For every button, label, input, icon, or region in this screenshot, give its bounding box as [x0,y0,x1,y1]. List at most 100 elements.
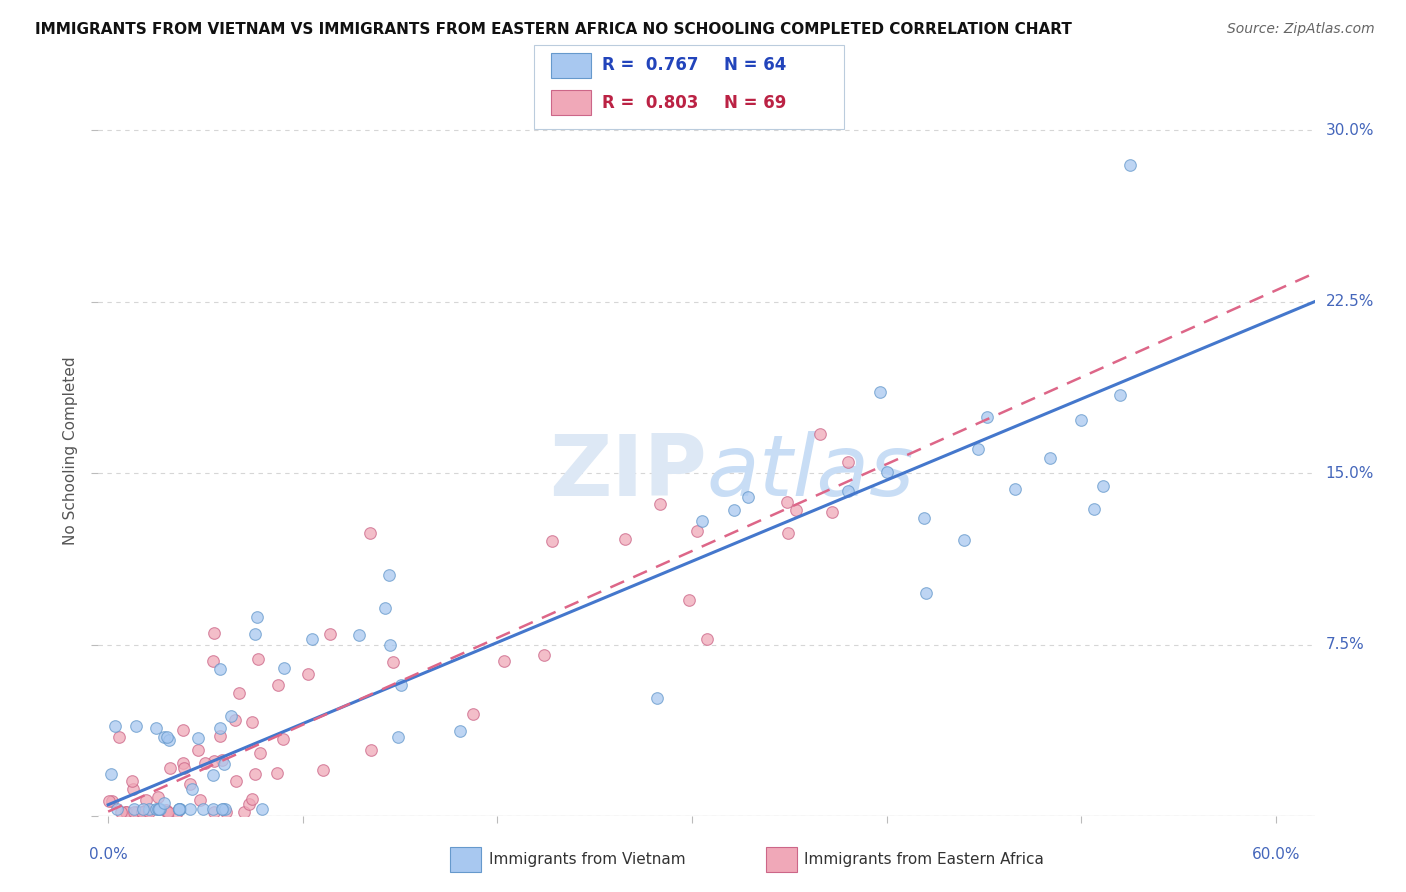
Point [240,791,263,805]
Point [131,805,153,819]
Point [179,802,201,816]
Text: 15.0%: 15.0% [1326,466,1374,481]
Point [541,533,564,548]
Point [953,533,976,548]
Point [135,805,157,819]
Point [374,601,396,615]
Text: 22.5%: 22.5% [1326,294,1374,310]
Text: IMMIGRANTS FROM VIETNAM VS IMMIGRANTS FROM EASTERN AFRICA NO SCHOOLING COMPLETED: IMMIGRANTS FROM VIETNAM VS IMMIGRANTS FR… [35,22,1071,37]
Point [149,802,172,816]
Point [159,761,181,775]
Point [614,532,637,546]
Point [645,690,668,705]
Point [121,782,143,797]
Point [209,729,232,743]
Point [245,627,267,641]
Point [1109,388,1132,402]
Point [101,794,124,808]
Point [250,802,273,816]
Point [193,802,215,816]
Point [1092,478,1115,492]
Text: atlas: atlas [707,431,914,514]
Point [131,805,153,819]
Point [1070,413,1092,427]
Point [650,497,672,511]
Point [912,510,935,524]
Point [723,503,745,517]
Point [124,719,146,733]
Point [121,773,143,788]
Point [152,796,174,810]
Point [387,730,409,744]
Point [245,766,267,780]
Point [153,731,176,745]
Point [378,568,401,582]
Point [837,455,859,469]
Point [169,802,191,816]
Point [98,794,121,808]
Point [110,805,132,819]
Point [157,732,180,747]
Point [737,490,759,504]
Point [145,802,167,816]
Point [837,484,859,499]
Point [145,722,167,736]
Point [156,805,179,819]
Point [135,793,157,807]
Point [808,427,831,442]
Point [1039,450,1062,465]
Point [266,678,288,692]
Point [146,802,169,816]
Text: Source: ZipAtlas.com: Source: ZipAtlas.com [1227,22,1375,37]
Point [187,731,209,745]
Point [232,805,254,819]
Point [776,495,799,509]
Point [214,802,236,816]
Point [266,766,288,780]
Point [211,802,233,816]
Point [219,708,242,723]
Point [105,802,128,816]
Point [273,661,295,675]
Text: 60.0%: 60.0% [1251,847,1301,862]
Text: N = 64: N = 64 [724,56,786,74]
Point [212,802,235,816]
Text: R =  0.767: R = 0.767 [602,56,699,74]
Point [138,805,160,819]
Point [179,777,201,791]
Point [461,707,484,722]
Point [107,730,129,744]
Text: R =  0.803: R = 0.803 [602,94,699,112]
Point [169,802,191,816]
Point [349,628,371,642]
Point [166,805,188,819]
Point [821,505,844,519]
Point [211,753,233,767]
Point [869,384,891,399]
Point [690,514,713,528]
Point [449,724,471,739]
Point [389,677,412,691]
Point [122,802,145,816]
Point [246,610,269,624]
Point [155,804,177,818]
Point [172,723,194,737]
Point [172,756,194,770]
Point [202,626,225,640]
Point [209,662,232,676]
Point [194,756,217,771]
Text: Immigrants from Vietnam: Immigrants from Vietnam [489,853,686,867]
Point [188,792,211,806]
Point [492,655,515,669]
Point [249,747,271,761]
Point [115,805,138,819]
Point [114,805,136,819]
Point [122,805,145,819]
Point [876,465,898,479]
Point [301,632,323,646]
Point [246,651,269,665]
Point [202,754,225,768]
Text: 0.0%: 0.0% [89,847,128,862]
Point [533,648,555,662]
Point [312,764,335,778]
